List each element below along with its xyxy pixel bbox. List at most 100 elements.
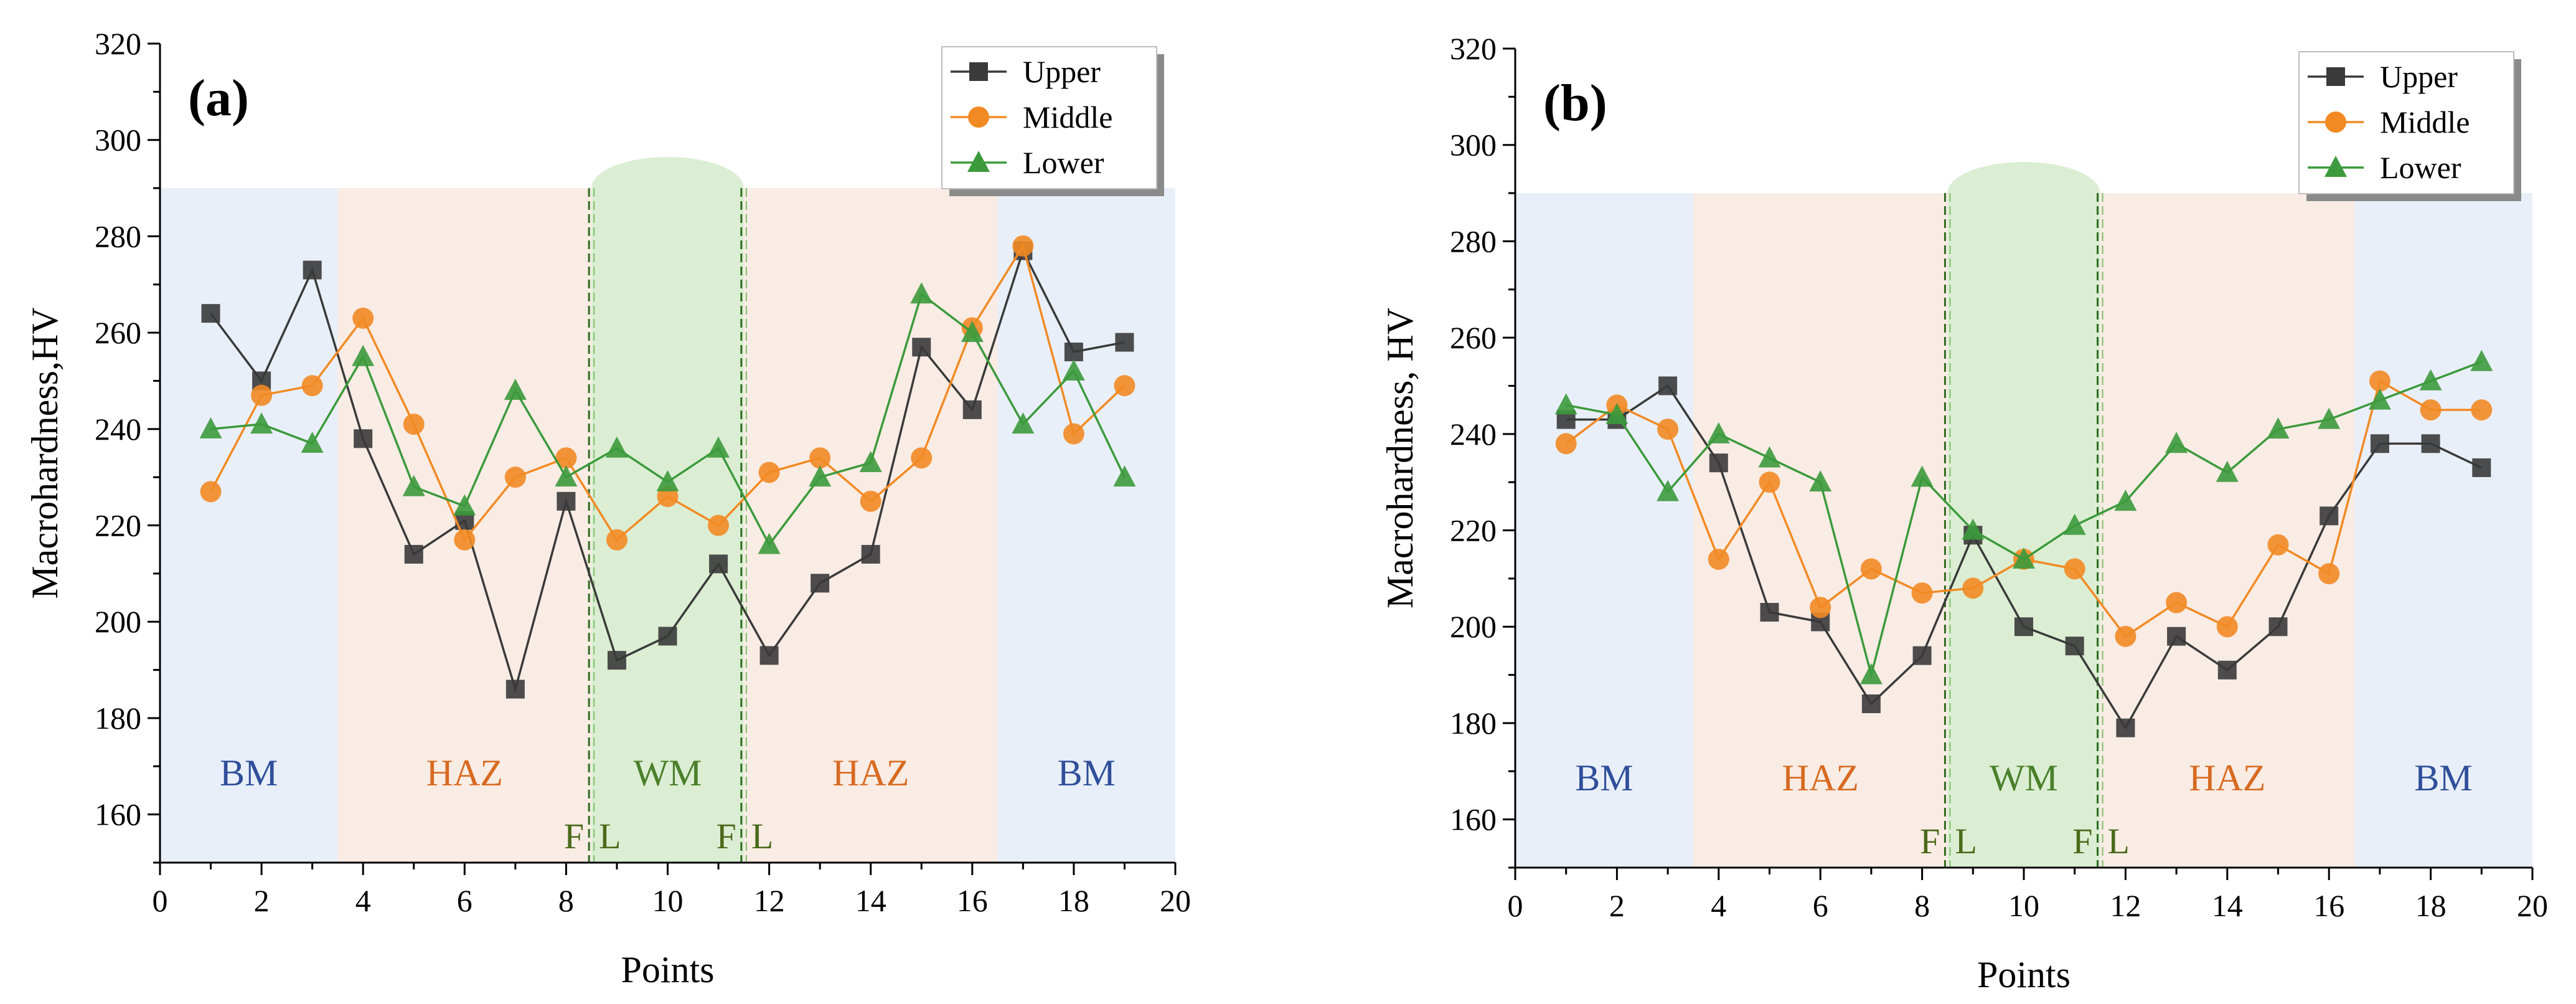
data-point-upper-5 bbox=[404, 544, 423, 564]
region-label-wm-2: WM bbox=[1990, 757, 2058, 798]
data-point-middle-1 bbox=[200, 481, 222, 503]
data-point-upper-19 bbox=[2472, 458, 2491, 477]
data-point-lower-4 bbox=[1707, 422, 1730, 443]
data-point-lower-3 bbox=[1657, 480, 1680, 501]
data-point-lower-5 bbox=[1758, 446, 1781, 468]
data-point-lower-18 bbox=[1062, 359, 1085, 381]
data-point-upper-10 bbox=[658, 627, 677, 646]
data-point-middle-11 bbox=[2064, 558, 2085, 580]
data-point-middle-2 bbox=[251, 384, 273, 406]
y-tick-label-7: 300 bbox=[1450, 128, 1497, 163]
data-point-lower-9 bbox=[605, 436, 628, 458]
legend-label-middle: Middle bbox=[2380, 105, 2470, 140]
region-label-haz-1: HAZ bbox=[426, 752, 503, 793]
region-bm-0 bbox=[160, 188, 338, 863]
x-axis-title: Points bbox=[1977, 954, 2071, 995]
y-tick-label-6: 280 bbox=[95, 219, 141, 253]
weld-metal-cap bbox=[1947, 162, 2100, 225]
data-point-lower-15 bbox=[910, 282, 933, 304]
region-label-haz-1: HAZ bbox=[1782, 757, 1859, 798]
y-tick-label-3: 220 bbox=[95, 508, 141, 543]
data-point-middle-19 bbox=[1114, 375, 1135, 397]
data-point-upper-18 bbox=[1064, 343, 1083, 362]
data-point-middle-4 bbox=[1708, 548, 1729, 570]
x-tick-label-1: 2 bbox=[254, 883, 270, 918]
x-tick-label-7: 14 bbox=[2212, 888, 2243, 923]
data-point-middle-6 bbox=[1810, 597, 1831, 618]
data-point-lower-2 bbox=[250, 412, 273, 434]
data-point-middle-7 bbox=[504, 466, 526, 488]
data-point-middle-18 bbox=[2420, 399, 2442, 421]
data-point-middle-3 bbox=[301, 375, 323, 397]
fusion-label-right-0: L bbox=[1955, 821, 1977, 861]
data-point-upper-15 bbox=[912, 338, 931, 357]
legend-label-upper: Upper bbox=[1023, 54, 1101, 89]
data-point-middle-14 bbox=[2216, 616, 2238, 638]
data-point-middle-15 bbox=[2267, 534, 2289, 556]
data-point-lower-12 bbox=[2114, 490, 2137, 511]
data-point-middle-4 bbox=[352, 307, 374, 329]
region-label-bm-4: BM bbox=[2414, 757, 2472, 798]
data-point-upper-8 bbox=[557, 491, 576, 511]
legend-marker-upper bbox=[2326, 67, 2345, 86]
data-point-upper-13 bbox=[2167, 627, 2186, 646]
data-point-lower-7 bbox=[1859, 663, 1883, 684]
data-point-middle-9 bbox=[606, 529, 628, 551]
data-point-lower-11 bbox=[2063, 513, 2086, 535]
data-point-lower-6 bbox=[453, 494, 476, 516]
x-tick-label-5: 10 bbox=[652, 883, 684, 918]
fusion-label-right-1: L bbox=[2108, 821, 2130, 861]
data-point-lower-8 bbox=[1911, 465, 1934, 487]
x-tick-label-4: 8 bbox=[1914, 888, 1930, 923]
fusion-label-right-1: L bbox=[751, 816, 773, 856]
y-tick-label-3: 220 bbox=[1450, 513, 1497, 548]
x-tick-label-3: 6 bbox=[457, 883, 472, 918]
y-tick-label-2: 200 bbox=[1450, 609, 1497, 644]
data-point-middle-19 bbox=[2471, 399, 2493, 421]
data-point-upper-4 bbox=[354, 429, 373, 448]
x-axis-title: Points bbox=[621, 949, 714, 990]
x-tick-label-0: 0 bbox=[153, 883, 168, 918]
data-point-middle-7 bbox=[1860, 558, 1882, 580]
data-point-middle-15 bbox=[911, 447, 933, 469]
y-tick-label-5: 260 bbox=[1450, 320, 1497, 355]
y-tick-label-4: 240 bbox=[1450, 417, 1497, 452]
data-point-middle-3 bbox=[1657, 419, 1679, 440]
y-tick-label-1: 180 bbox=[1450, 706, 1497, 741]
region-haz-1 bbox=[1693, 193, 1948, 868]
data-point-lower-10 bbox=[656, 470, 679, 491]
data-point-upper-4 bbox=[1709, 453, 1728, 473]
data-point-lower-12 bbox=[758, 533, 781, 554]
data-point-upper-8 bbox=[1912, 646, 1932, 665]
region-label-bm-4: BM bbox=[1058, 752, 1116, 793]
data-point-upper-3 bbox=[1658, 376, 1678, 395]
x-tick-label-8: 16 bbox=[957, 883, 988, 918]
data-point-lower-11 bbox=[707, 436, 730, 458]
data-point-upper-10 bbox=[2014, 617, 2033, 637]
data-point-lower-3 bbox=[301, 432, 324, 453]
fusion-label-left-1: F bbox=[717, 816, 736, 856]
x-tick-label-2: 4 bbox=[355, 883, 371, 918]
data-point-lower-8 bbox=[555, 465, 578, 487]
data-point-lower-2 bbox=[1605, 402, 1629, 424]
data-point-lower-17 bbox=[1012, 412, 1035, 434]
data-point-middle-14 bbox=[860, 490, 881, 512]
x-tick-label-10: 20 bbox=[2517, 888, 2548, 923]
data-point-lower-5 bbox=[402, 475, 425, 496]
weld-metal-cap bbox=[591, 157, 744, 220]
region-haz-3 bbox=[2100, 193, 2355, 868]
y-tick-label-0: 160 bbox=[95, 797, 141, 832]
data-point-lower-18 bbox=[2419, 369, 2442, 391]
x-tick-label-5: 10 bbox=[2008, 888, 2039, 923]
data-point-lower-1 bbox=[1554, 393, 1577, 415]
legend-label-middle: Middle bbox=[1023, 100, 1112, 135]
x-tick-label-9: 18 bbox=[1058, 883, 1089, 918]
y-tick-label-2: 200 bbox=[95, 604, 141, 639]
y-tick-label-8: 320 bbox=[1450, 31, 1497, 66]
region-bm-4 bbox=[997, 188, 1175, 863]
data-point-lower-4 bbox=[352, 344, 375, 366]
region-label-bm-0: BM bbox=[1575, 757, 1633, 798]
data-point-lower-19 bbox=[1113, 465, 1136, 487]
legend-marker-middle bbox=[2325, 111, 2346, 133]
data-point-middle-13 bbox=[809, 447, 831, 469]
